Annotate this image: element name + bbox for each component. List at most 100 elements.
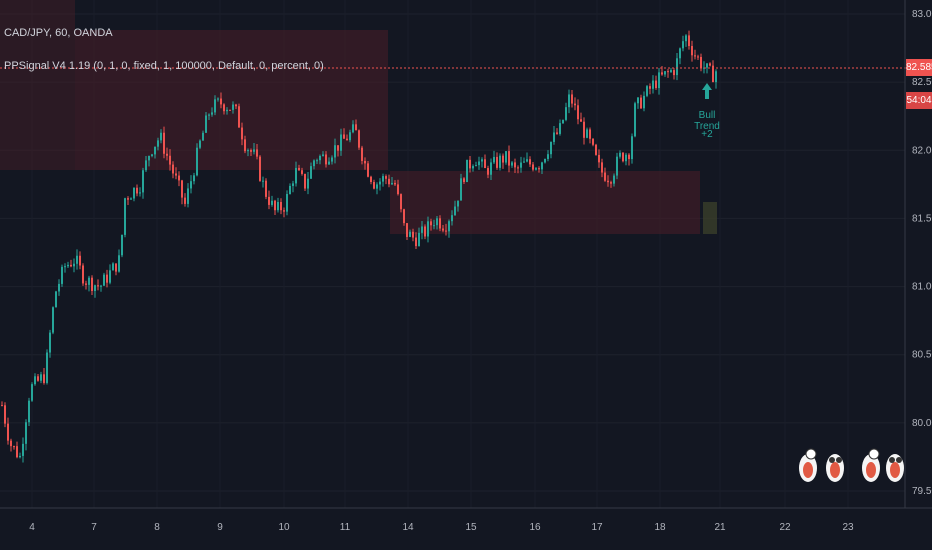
candle: [70, 259, 72, 268]
candle: [667, 68, 669, 78]
candle: [43, 368, 45, 385]
candle: [22, 437, 24, 463]
resistance-zone-left: [0, 0, 75, 170]
candle: [79, 251, 81, 270]
candle: [187, 183, 189, 208]
candle: [490, 158, 492, 180]
candle: [529, 156, 531, 167]
candle: [373, 179, 375, 190]
x-tick-label: 23: [842, 522, 854, 533]
candle: [424, 224, 426, 240]
candle: [112, 262, 114, 271]
candle: [469, 155, 471, 173]
candle: [700, 53, 702, 72]
candle: [448, 219, 450, 238]
candle: [232, 101, 234, 114]
candle: [235, 103, 237, 110]
candle: [394, 180, 396, 186]
candle: [613, 173, 615, 187]
candle: [577, 99, 579, 125]
candle: [679, 47, 681, 65]
candle: [298, 164, 300, 171]
candle: [436, 215, 438, 230]
symbol-legend[interactable]: CAD/JPY, 60, OANDA: [4, 27, 113, 39]
candle: [478, 156, 480, 170]
candle: [283, 207, 285, 218]
candle: [142, 167, 144, 199]
candle: [337, 145, 339, 157]
face-emoji-icon[interactable]: [797, 446, 819, 490]
candle: [46, 349, 48, 385]
candle: [427, 216, 429, 243]
candle: [493, 150, 495, 164]
candle: [196, 143, 198, 177]
candle: [511, 160, 513, 168]
candle: [589, 127, 591, 144]
candle: [244, 135, 246, 154]
candle: [172, 161, 174, 179]
candle: [295, 161, 297, 187]
candle: [715, 69, 717, 89]
candle: [109, 264, 111, 285]
candle: [124, 197, 126, 238]
candle: [259, 155, 261, 182]
candle: [538, 166, 540, 173]
candle: [559, 119, 561, 136]
candle: [133, 187, 135, 202]
candle: [619, 150, 621, 159]
candle: [451, 210, 453, 226]
face-emoji-icon[interactable]: [824, 446, 846, 490]
last-price-tag: 82.585: [906, 59, 932, 76]
candle: [307, 172, 309, 195]
candle: [376, 182, 378, 195]
candle: [139, 187, 141, 197]
candle: [607, 175, 609, 187]
candle: [586, 127, 588, 139]
candle: [199, 139, 201, 150]
candle: [496, 152, 498, 170]
candle: [697, 54, 699, 61]
candle: [193, 172, 195, 185]
candle: [442, 224, 444, 233]
candle: [391, 177, 393, 185]
candle: [151, 153, 153, 158]
x-tick-label: 17: [591, 522, 603, 533]
candle: [712, 60, 714, 83]
support-zone: [390, 171, 700, 234]
candle: [262, 176, 264, 188]
candle: [703, 61, 705, 74]
candle: [466, 159, 468, 183]
candle: [118, 249, 120, 273]
candle: [631, 133, 633, 164]
candle: [691, 40, 693, 62]
candle: [676, 53, 678, 81]
face-emoji-icon[interactable]: [884, 446, 906, 490]
candles: [1, 30, 717, 463]
candle: [343, 128, 345, 139]
face-emoji-icon[interactable]: [860, 446, 882, 490]
x-tick-label: 10: [278, 522, 290, 533]
candle: [91, 275, 93, 295]
candle: [574, 97, 576, 111]
candle: [334, 138, 336, 164]
candle: [487, 165, 489, 179]
indicator-legend[interactable]: PPSignal V4 1.19 (0, 1, 0, fixed, 1, 100…: [4, 60, 324, 72]
candle: [13, 445, 15, 450]
candle: [601, 158, 603, 178]
candle: [49, 329, 51, 358]
candle: [247, 148, 249, 157]
candle: [286, 190, 288, 216]
candle: [94, 284, 96, 298]
candle: [103, 272, 105, 286]
candle: [463, 177, 465, 185]
candle: [181, 179, 183, 205]
y-tick-label: 83.000: [912, 9, 932, 20]
candle: [319, 154, 321, 165]
candle: [544, 158, 546, 164]
y-tick-label: 79.500: [912, 486, 932, 497]
candle: [472, 164, 474, 172]
candle: [301, 167, 303, 176]
candle: [73, 258, 75, 273]
candle: [313, 159, 315, 170]
